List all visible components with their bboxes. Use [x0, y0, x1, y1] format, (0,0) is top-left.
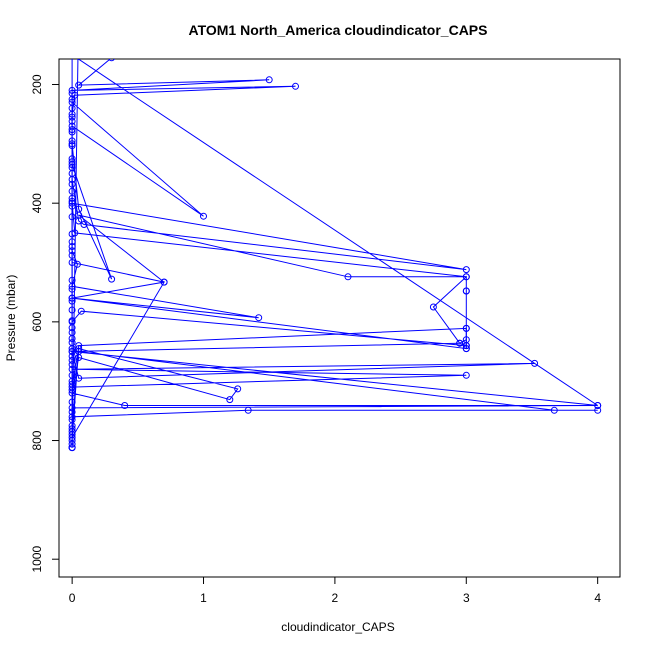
data-point	[68, 324, 76, 332]
data-point	[68, 335, 76, 342]
data-point	[69, 52, 75, 58]
data-point	[462, 342, 470, 350]
data-point	[68, 170, 76, 177]
data-point	[456, 339, 464, 347]
data-point	[68, 243, 76, 250]
data-point	[68, 128, 76, 136]
y-tick-label: 200	[30, 74, 44, 94]
data-point	[68, 230, 76, 238]
data-point	[200, 212, 207, 220]
data-point	[531, 359, 539, 367]
plot-area	[68, 52, 602, 452]
data-point	[75, 342, 83, 350]
y-tick-label: 1000	[30, 546, 44, 573]
data-point	[68, 251, 76, 259]
data-point	[68, 317, 76, 325]
data-point	[75, 81, 83, 89]
data-point	[108, 59, 115, 62]
data-point	[77, 307, 85, 315]
data-point	[68, 213, 76, 221]
data-point	[160, 278, 168, 286]
data-point	[68, 361, 76, 369]
data-point	[68, 440, 76, 448]
data-point	[68, 126, 76, 134]
data-point	[68, 95, 76, 103]
data-point	[75, 345, 83, 353]
data-point	[68, 276, 76, 284]
data-point	[68, 356, 76, 364]
data-point	[255, 314, 263, 322]
data-point	[80, 221, 88, 228]
y-tick-label: 800	[30, 430, 44, 450]
data-point	[462, 324, 470, 332]
data-point	[75, 374, 83, 382]
data-point	[68, 285, 76, 293]
data-point	[68, 297, 76, 305]
data-point	[68, 202, 76, 210]
data-point	[68, 352, 76, 360]
data-point	[344, 273, 352, 281]
data-point	[234, 385, 242, 393]
data-point	[265, 76, 273, 84]
data-point	[292, 82, 299, 90]
data-point	[68, 408, 76, 416]
y-tick-label: 400	[30, 193, 44, 213]
data-point	[68, 187, 76, 195]
data-point	[429, 303, 437, 311]
data-point	[244, 406, 252, 414]
data-point	[68, 238, 76, 246]
data-point	[68, 113, 76, 121]
chart-title: ATOM1 North_America cloudindicator_CAPS	[189, 22, 488, 38]
data-point	[68, 137, 76, 145]
data-point	[594, 402, 602, 409]
x-axis: 0 1 2 3 4	[69, 576, 601, 605]
data-point	[108, 275, 116, 283]
data-point	[68, 386, 76, 394]
data-point	[68, 104, 76, 112]
series-line	[432, 275, 467, 349]
data-point	[68, 197, 76, 205]
data-point	[68, 180, 76, 188]
data-point	[462, 266, 470, 274]
data-point	[68, 306, 76, 314]
x-tick-label: 1	[200, 591, 207, 605]
data-point	[68, 155, 76, 163]
data-point	[68, 377, 76, 385]
data-point	[68, 345, 76, 353]
x-tick-label: 0	[69, 591, 76, 605]
data-point	[68, 428, 76, 436]
data-point	[462, 273, 470, 281]
data-point	[68, 142, 76, 150]
y-axis: 200 400 600 800 1000	[30, 74, 60, 573]
data-point	[550, 406, 558, 414]
x-axis-label: cloudindicator_CAPS	[281, 620, 394, 634]
data-point	[75, 211, 83, 219]
data-point	[73, 260, 81, 268]
data-point	[68, 444, 76, 452]
data-point	[462, 345, 470, 353]
data-point	[121, 402, 129, 409]
series-line	[71, 59, 598, 448]
x-tick-label: 3	[463, 591, 470, 605]
data-point	[68, 416, 76, 424]
data-point	[68, 117, 76, 125]
x-tick-label: 4	[594, 591, 601, 605]
data-point	[594, 406, 602, 414]
data-point	[462, 287, 470, 295]
data-point	[226, 396, 234, 404]
data-point	[68, 194, 76, 202]
data-point	[462, 371, 470, 379]
y-axis-label: Pressure (mbar)	[4, 275, 18, 362]
data-point	[68, 425, 76, 433]
y-tick-label: 600	[30, 312, 44, 332]
x-tick-label: 2	[332, 591, 339, 605]
data-point	[68, 398, 76, 406]
